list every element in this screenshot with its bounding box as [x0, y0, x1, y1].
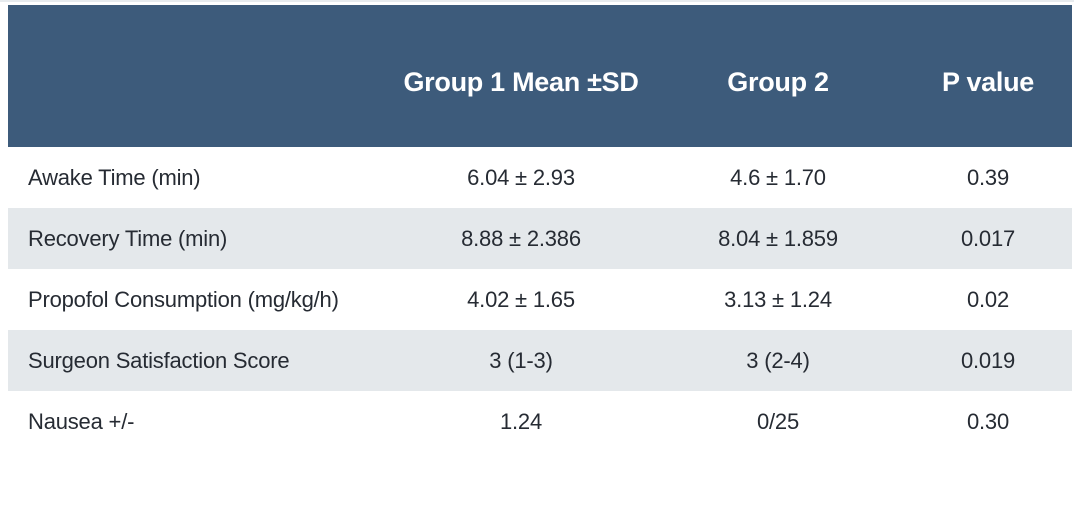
cell-pvalue: 0.019	[960, 347, 1016, 373]
page: Group 1 Mean ±SD Group 2 P value Awake T…	[0, 2, 1074, 452]
cell-group1: 1.24	[499, 408, 543, 434]
top-hairline	[0, 0, 1074, 2]
row-label: Propofol Consumption (mg/kg/h)	[28, 286, 339, 312]
cell-group1: 8.88 ± 2.386	[461, 225, 581, 251]
row-label: Recovery Time (min)	[28, 225, 228, 251]
cell-pvalue: 0.39	[966, 164, 1010, 190]
cell-group1: 6.04 ± 2.93	[467, 164, 575, 190]
cell-pvalue: 0.017	[960, 225, 1016, 251]
table-row: Nausea +/- 1.24 0/25 0.30	[8, 391, 1072, 452]
header-cell-empty	[8, 5, 390, 147]
row-label: Surgeon Satisfaction Score	[28, 347, 290, 373]
cell-group2: 0/25	[756, 408, 800, 434]
cell-group1: 3 (1-3)	[489, 347, 553, 373]
cell-group2: 3 (2-4)	[746, 347, 810, 373]
header-cell-group2: Group 2	[652, 5, 904, 147]
header-cell-pvalue: P value	[904, 5, 1072, 147]
cell-group2: 8.04 ± 1.859	[718, 225, 838, 251]
table-row: Propofol Consumption (mg/kg/h) 4.02 ± 1.…	[8, 269, 1072, 330]
table-row: Awake Time (min) 6.04 ± 2.93 4.6 ± 1.70 …	[8, 147, 1072, 208]
cell-pvalue: 0.02	[966, 286, 1010, 312]
table-body: Awake Time (min) 6.04 ± 2.93 4.6 ± 1.70 …	[8, 147, 1072, 452]
cell-pvalue: 0.30	[966, 408, 1010, 434]
cell-group2: 3.13 ± 1.24	[724, 286, 832, 312]
row-label: Nausea +/-	[28, 408, 135, 434]
table-row: Surgeon Satisfaction Score 3 (1-3) 3 (2-…	[8, 330, 1072, 391]
header-row: Group 1 Mean ±SD Group 2 P value	[8, 5, 1072, 147]
table-row: Recovery Time (min) 8.88 ± 2.386 8.04 ± …	[8, 208, 1072, 269]
header-cell-group1: Group 1 Mean ±SD	[390, 5, 652, 147]
cell-group1: 4.02 ± 1.65	[467, 286, 575, 312]
table-header: Group 1 Mean ±SD Group 2 P value	[8, 5, 1072, 147]
cell-group2: 4.6 ± 1.70	[730, 164, 826, 190]
row-label: Awake Time (min)	[28, 164, 201, 190]
results-table: Group 1 Mean ±SD Group 2 P value Awake T…	[8, 5, 1072, 452]
